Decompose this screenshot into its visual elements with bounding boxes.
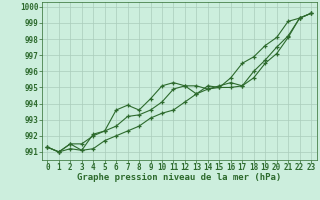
X-axis label: Graphe pression niveau de la mer (hPa): Graphe pression niveau de la mer (hPa)	[77, 173, 281, 182]
